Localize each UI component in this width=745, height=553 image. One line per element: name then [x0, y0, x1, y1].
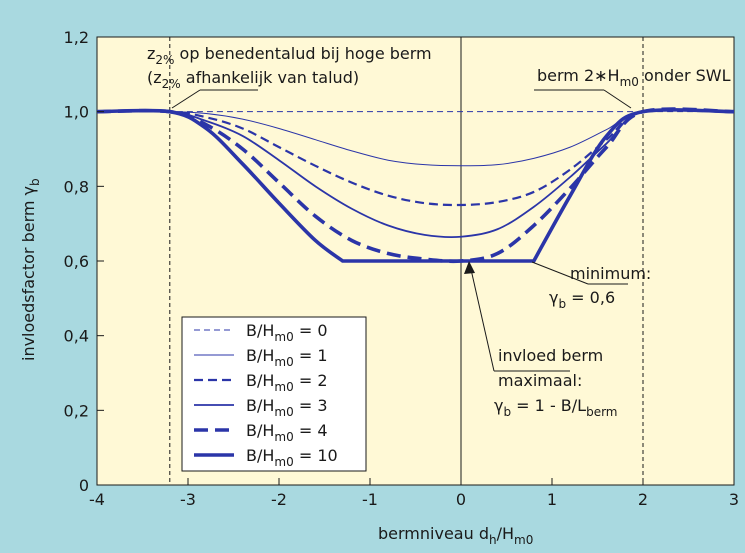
series-group [96, 107, 735, 264]
annotation-minimum-line2: γb = 0,6 [549, 288, 615, 311]
x-tick-label-1: -3 [180, 490, 196, 509]
legend-label-2: B/Hm0 = 2 [246, 371, 328, 394]
annotation-minimum-line1: minimum: [570, 264, 651, 283]
y-tick-label-3: 0,6 [64, 252, 89, 271]
annotation-berm-swl-leader [603, 89, 632, 109]
annotation-max-arrowhead [464, 261, 475, 274]
y-tick-label-1: 0,2 [64, 401, 89, 420]
annotation-z2-line2: (z2% afhankelijk van talud) [147, 68, 359, 91]
x-tick-label-6: 2 [638, 490, 648, 509]
legend-label-3: B/Hm0 = 3 [246, 396, 328, 419]
y-tick-label-5: 1,0 [64, 103, 89, 122]
x-tick-label-2: -2 [271, 490, 287, 509]
legend-label-0: B/Hm0 = 0 [246, 321, 328, 344]
y-axis-label: invloedsfactor berm γb [19, 178, 42, 361]
x-axis-label: bermniveau dh/Hm0 [378, 524, 533, 547]
series-line-4 [96, 107, 735, 264]
x-tick-label-7: 3 [729, 490, 739, 509]
series-line-5 [96, 108, 735, 263]
legend-box [181, 316, 367, 472]
x-tick-label-0: -4 [89, 490, 105, 509]
annotation-z2-leader [171, 89, 201, 109]
annotation-max-line3: γb = 1 - B/Lberm [494, 396, 618, 419]
y-tick-label-4: 0,8 [64, 177, 89, 196]
annotation-max-line1: invloed berm [498, 346, 603, 365]
axis-ticks: -4 -3 -2 -1 0 1 2 3 0 0,2 0,4 0,6 0,8 1,0 1,2 [64, 28, 740, 509]
annotation-z2-line1: z2% op benedentalud bij hoge berm [147, 44, 432, 67]
series-line-2 [96, 108, 735, 207]
series-line-1 [96, 109, 735, 167]
x-tick-label-3: -1 [362, 490, 378, 509]
x-tick-label-5: 1 [547, 490, 557, 509]
y-tick-label-6: 1,2 [64, 28, 89, 47]
legend: B/Hm0 = 0B/Hm0 = 1B/Hm0 = 2B/Hm0 = 3B/Hm… [181, 316, 367, 472]
annotation-max-leader [469, 264, 495, 372]
legend-label-5: B/Hm0 = 10 [246, 446, 338, 469]
legend-label-4: B/Hm0 = 4 [246, 421, 328, 444]
annotation-max-line2: maximaal: [498, 371, 582, 390]
legend-label-1: B/Hm0 = 1 [246, 346, 328, 369]
y-tick-label-0: 0 [79, 476, 89, 495]
annotation-minimum-leader [531, 261, 589, 285]
x-tick-label-4: 0 [456, 490, 466, 509]
annotation-berm-swl: berm 2∗Hm0 onder SWL [537, 66, 731, 89]
y-tick-label-2: 0,4 [64, 327, 89, 346]
